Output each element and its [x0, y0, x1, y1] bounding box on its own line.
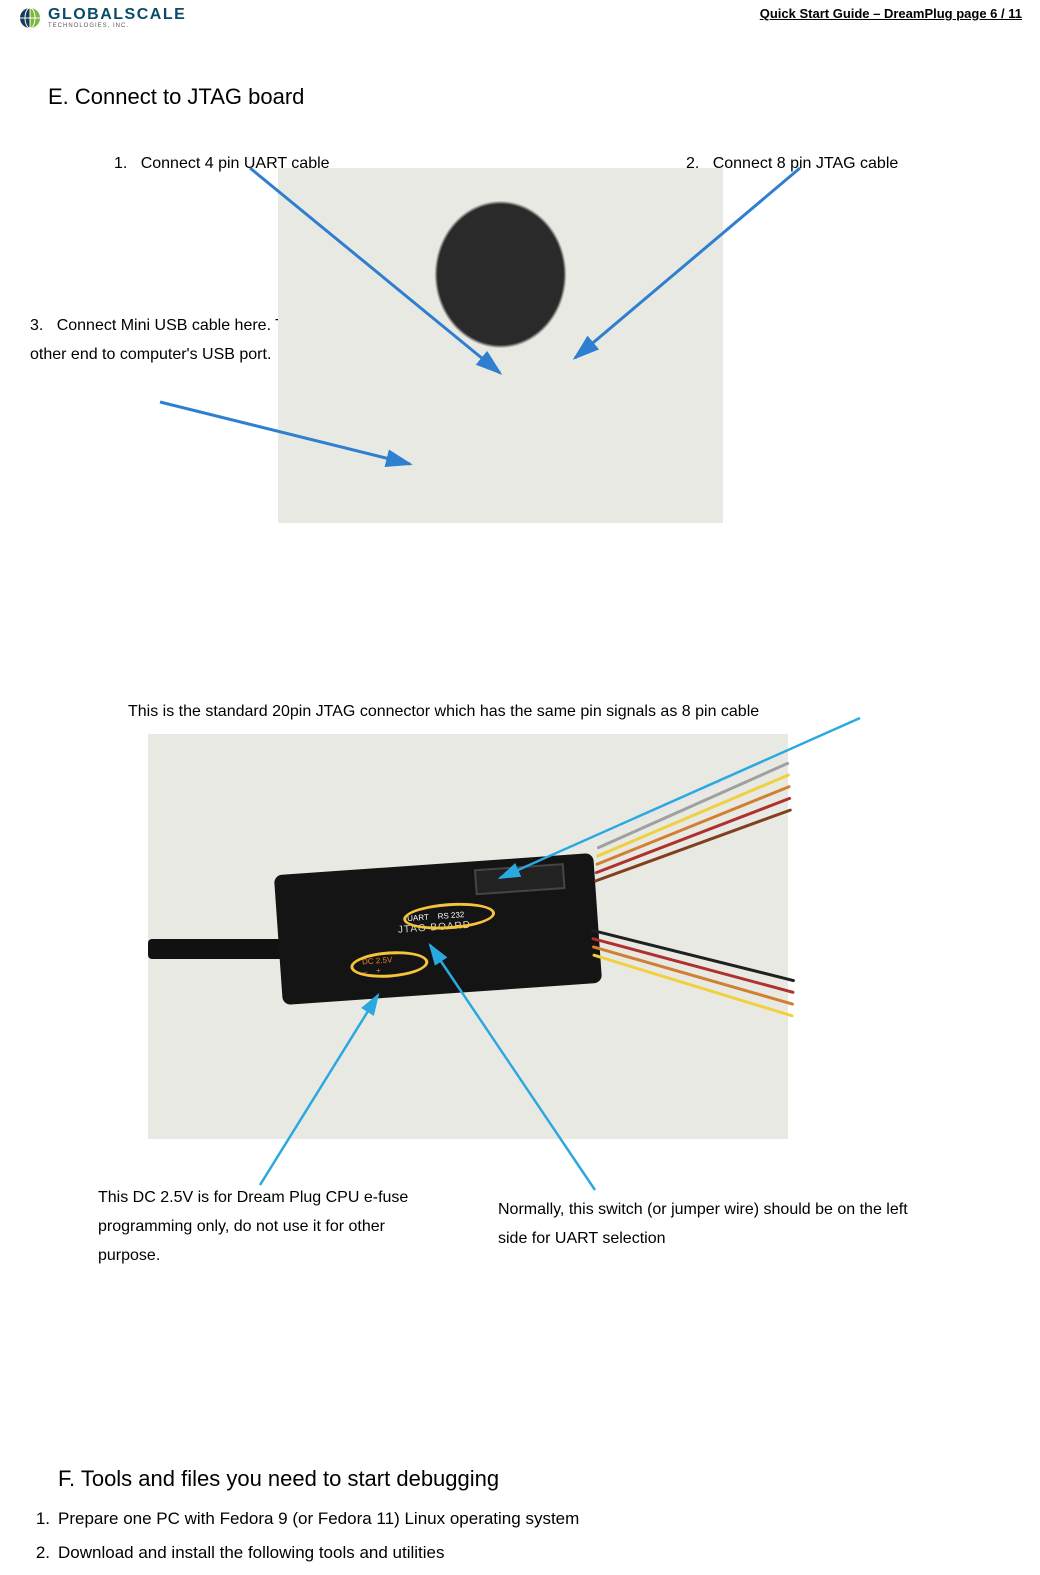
section-e-heading: E. Connect to JTAG board	[48, 84, 304, 110]
list-num: 2.	[30, 1536, 50, 1570]
wires-illustration	[548, 298, 728, 458]
photo-jtag-board: JTAG BOARD UART RS 232 DC 2.5V – +	[148, 734, 788, 1139]
wires-right-illustration	[588, 794, 788, 1054]
highlight-oval-switch	[402, 900, 496, 932]
usb-cable-illustration	[148, 939, 293, 959]
document-page: GLOBALSCALE TECHNOLOGIES, INC. Quick Sta…	[0, 0, 1040, 1575]
highlight-oval-dc	[350, 949, 430, 980]
list-item: 1. Prepare one PC with Fedora 9 (or Fedo…	[30, 1502, 579, 1536]
callout-uart-num: 1.	[114, 155, 127, 172]
device-illustration	[340, 183, 605, 352]
logo-sub: TECHNOLOGIES, INC.	[48, 23, 186, 29]
20pin-connector-illustration	[474, 863, 566, 895]
callout-switch: Normally, this switch (or jumper wire) s…	[498, 1196, 918, 1254]
callout-20pin: This is the standard 20pin JTAG connecto…	[128, 698, 759, 727]
callout-jtag-text: Connect 8 pin JTAG cable	[713, 155, 899, 172]
list-item: 2. Download and install the following to…	[30, 1536, 579, 1570]
jtag-board-illustration	[458, 378, 588, 453]
logo-main: GLOBALSCALE	[48, 7, 186, 23]
jtag-board-big-illustration: JTAG BOARD UART RS 232 DC 2.5V – +	[274, 853, 602, 1005]
logo-text: GLOBALSCALE TECHNOLOGIES, INC.	[48, 7, 186, 29]
logo: GLOBALSCALE TECHNOLOGIES, INC.	[18, 6, 186, 30]
section-f-heading: F. Tools and files you need to start deb…	[58, 1466, 499, 1492]
list-text: Download and install the following tools…	[58, 1536, 445, 1570]
page-header: GLOBALSCALE TECHNOLOGIES, INC. Quick Sta…	[18, 6, 1022, 30]
callout-dc25: This DC 2.5V is for Dream Plug CPU e-fus…	[98, 1184, 418, 1270]
section-f-list: 1. Prepare one PC with Fedora 9 (or Fedo…	[30, 1502, 579, 1570]
header-pageinfo: Quick Start Guide – DreamPlug page 6 / 1…	[760, 6, 1022, 21]
globe-icon	[18, 6, 42, 30]
callout-usb-text: Connect Mini USB cable here. The other e…	[30, 317, 303, 363]
list-text: Prepare one PC with Fedora 9 (or Fedora …	[58, 1502, 579, 1536]
list-num: 1.	[30, 1502, 50, 1536]
callout-usb-num: 3.	[30, 317, 43, 334]
photo-connections	[278, 168, 723, 523]
callout-usb: 3. Connect Mini USB cable here. The othe…	[30, 312, 310, 370]
